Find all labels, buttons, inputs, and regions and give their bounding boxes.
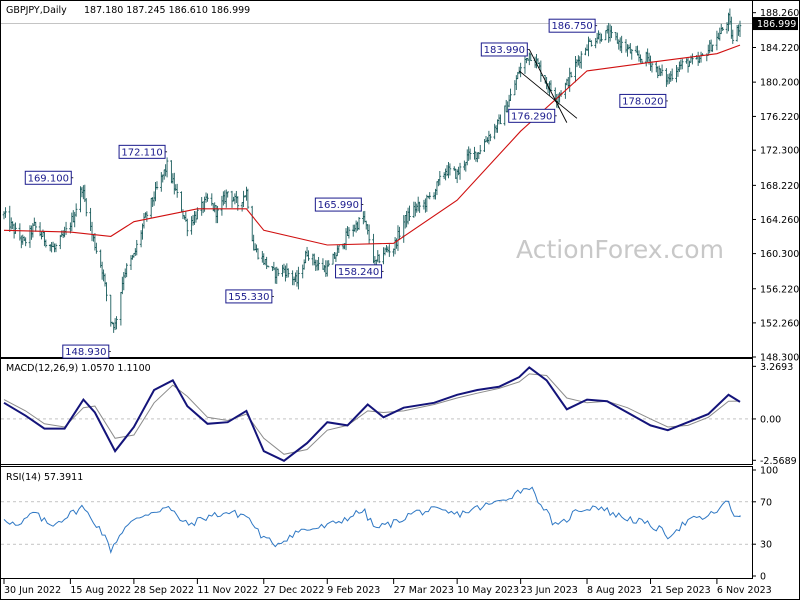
macd-axis-label: 3.2693 (760, 362, 793, 373)
chart-symbol: GBPJPY,Daily (6, 5, 67, 16)
date-axis-label: 8 Aug 2023 (587, 585, 642, 596)
trendline (528, 49, 568, 123)
watermark: ActionForex.com (516, 235, 724, 264)
price-annotation-box (225, 289, 273, 304)
price-axis-label: 188.260 (760, 8, 799, 19)
price-annotation-label: 155.330 (228, 292, 269, 303)
rsi-axis-label: 100 (760, 466, 778, 477)
macd-header: MACD(12,26,9) 1.0570 1.1100 (6, 363, 151, 374)
price-annotation-box (548, 18, 596, 33)
rsi-plot (1, 486, 752, 555)
macd-macd-line (3, 366, 741, 462)
price-annotation-box (62, 344, 110, 359)
macd-axis-label: 0.00 (760, 414, 781, 425)
current-price-tag (753, 17, 798, 31)
date-axis-label: 27 Mar 2023 (394, 585, 454, 596)
price-annotation-label: 172.110 (121, 147, 162, 158)
price-annotation-label: 178.020 (622, 96, 663, 107)
date-axis-label: 28 Sep 2022 (134, 585, 194, 596)
price-plot: 169.100 148.930 172.110 155.330 165.990 158.2… (1, 8, 752, 359)
macd-axis-label: -2.5689 (760, 456, 797, 467)
price-annotation-label: 148.930 (65, 347, 106, 358)
macd-signal-line (3, 373, 741, 455)
chart-ohlc: 187.180 187.245 186.610 186.999 (84, 5, 250, 16)
date-axis-label: 9 Feb 2023 (327, 585, 380, 596)
price-axis-label: 168.220 (760, 181, 799, 192)
price-axis-label: 184.220 (760, 43, 799, 54)
price-annotation-box (508, 108, 556, 123)
price-axis-label: 152.260 (760, 318, 799, 329)
price-annotation-label: 169.100 (28, 173, 69, 184)
price-axis-label: 160.300 (760, 249, 799, 260)
date-axis-label: 10 May 2023 (457, 585, 519, 596)
rsi-line (3, 486, 741, 555)
current-price-label: 186.999 (757, 19, 796, 30)
price-axis-label: 164.260 (760, 215, 799, 226)
date-axis-label: 23 Jun 2023 (521, 585, 578, 596)
rsi-panel (0, 466, 753, 579)
date-axis-label: 21 Sep 2023 (651, 585, 711, 596)
rsi-header: RSI(14) 57.3911 (6, 472, 83, 483)
price-annotation-box (335, 264, 383, 279)
axes: 188.260 184.220 180.200 176.220 172.300 168.2… (3, 8, 799, 596)
price-annotation-label: 183.990 (484, 45, 525, 56)
price-axis-label: 172.300 (760, 146, 799, 157)
rsi-axis-label: 70 (760, 497, 772, 508)
price-annotation-box (619, 93, 667, 108)
price-annotation-box (118, 144, 166, 159)
price-annotation-box (314, 197, 362, 212)
macd-panel (0, 358, 753, 465)
moving-average-line (3, 44, 741, 246)
price-annotation-box (24, 170, 72, 185)
date-axis-label: 11 Nov 2022 (197, 585, 258, 596)
rsi-axis-label: 0 (760, 572, 766, 583)
date-axis-label: 27 Dec 2022 (264, 585, 325, 596)
price-annotation-label: 158.240 (338, 267, 379, 278)
macd-plot (1, 366, 752, 462)
price-annotation-label: 176.290 (511, 111, 552, 122)
date-axis-label: 6 Nov 2023 (717, 585, 772, 596)
price-axis-label: 156.220 (760, 284, 799, 295)
date-axis-label: 15 Aug 2022 (70, 585, 131, 596)
price-axis-label: 148.300 (760, 353, 799, 364)
price-axis-label: 176.220 (760, 112, 799, 123)
price-annotation-label: 165.990 (318, 200, 359, 211)
trendline (518, 70, 578, 119)
price-axis-label: 180.200 (760, 78, 799, 89)
price-panel (0, 0, 753, 358)
date-axis-label: 30 Jun 2022 (4, 585, 61, 596)
rsi-axis-label: 30 (760, 540, 772, 551)
price-annotation-box (480, 42, 528, 57)
price-annotation-label: 186.750 (551, 21, 592, 32)
